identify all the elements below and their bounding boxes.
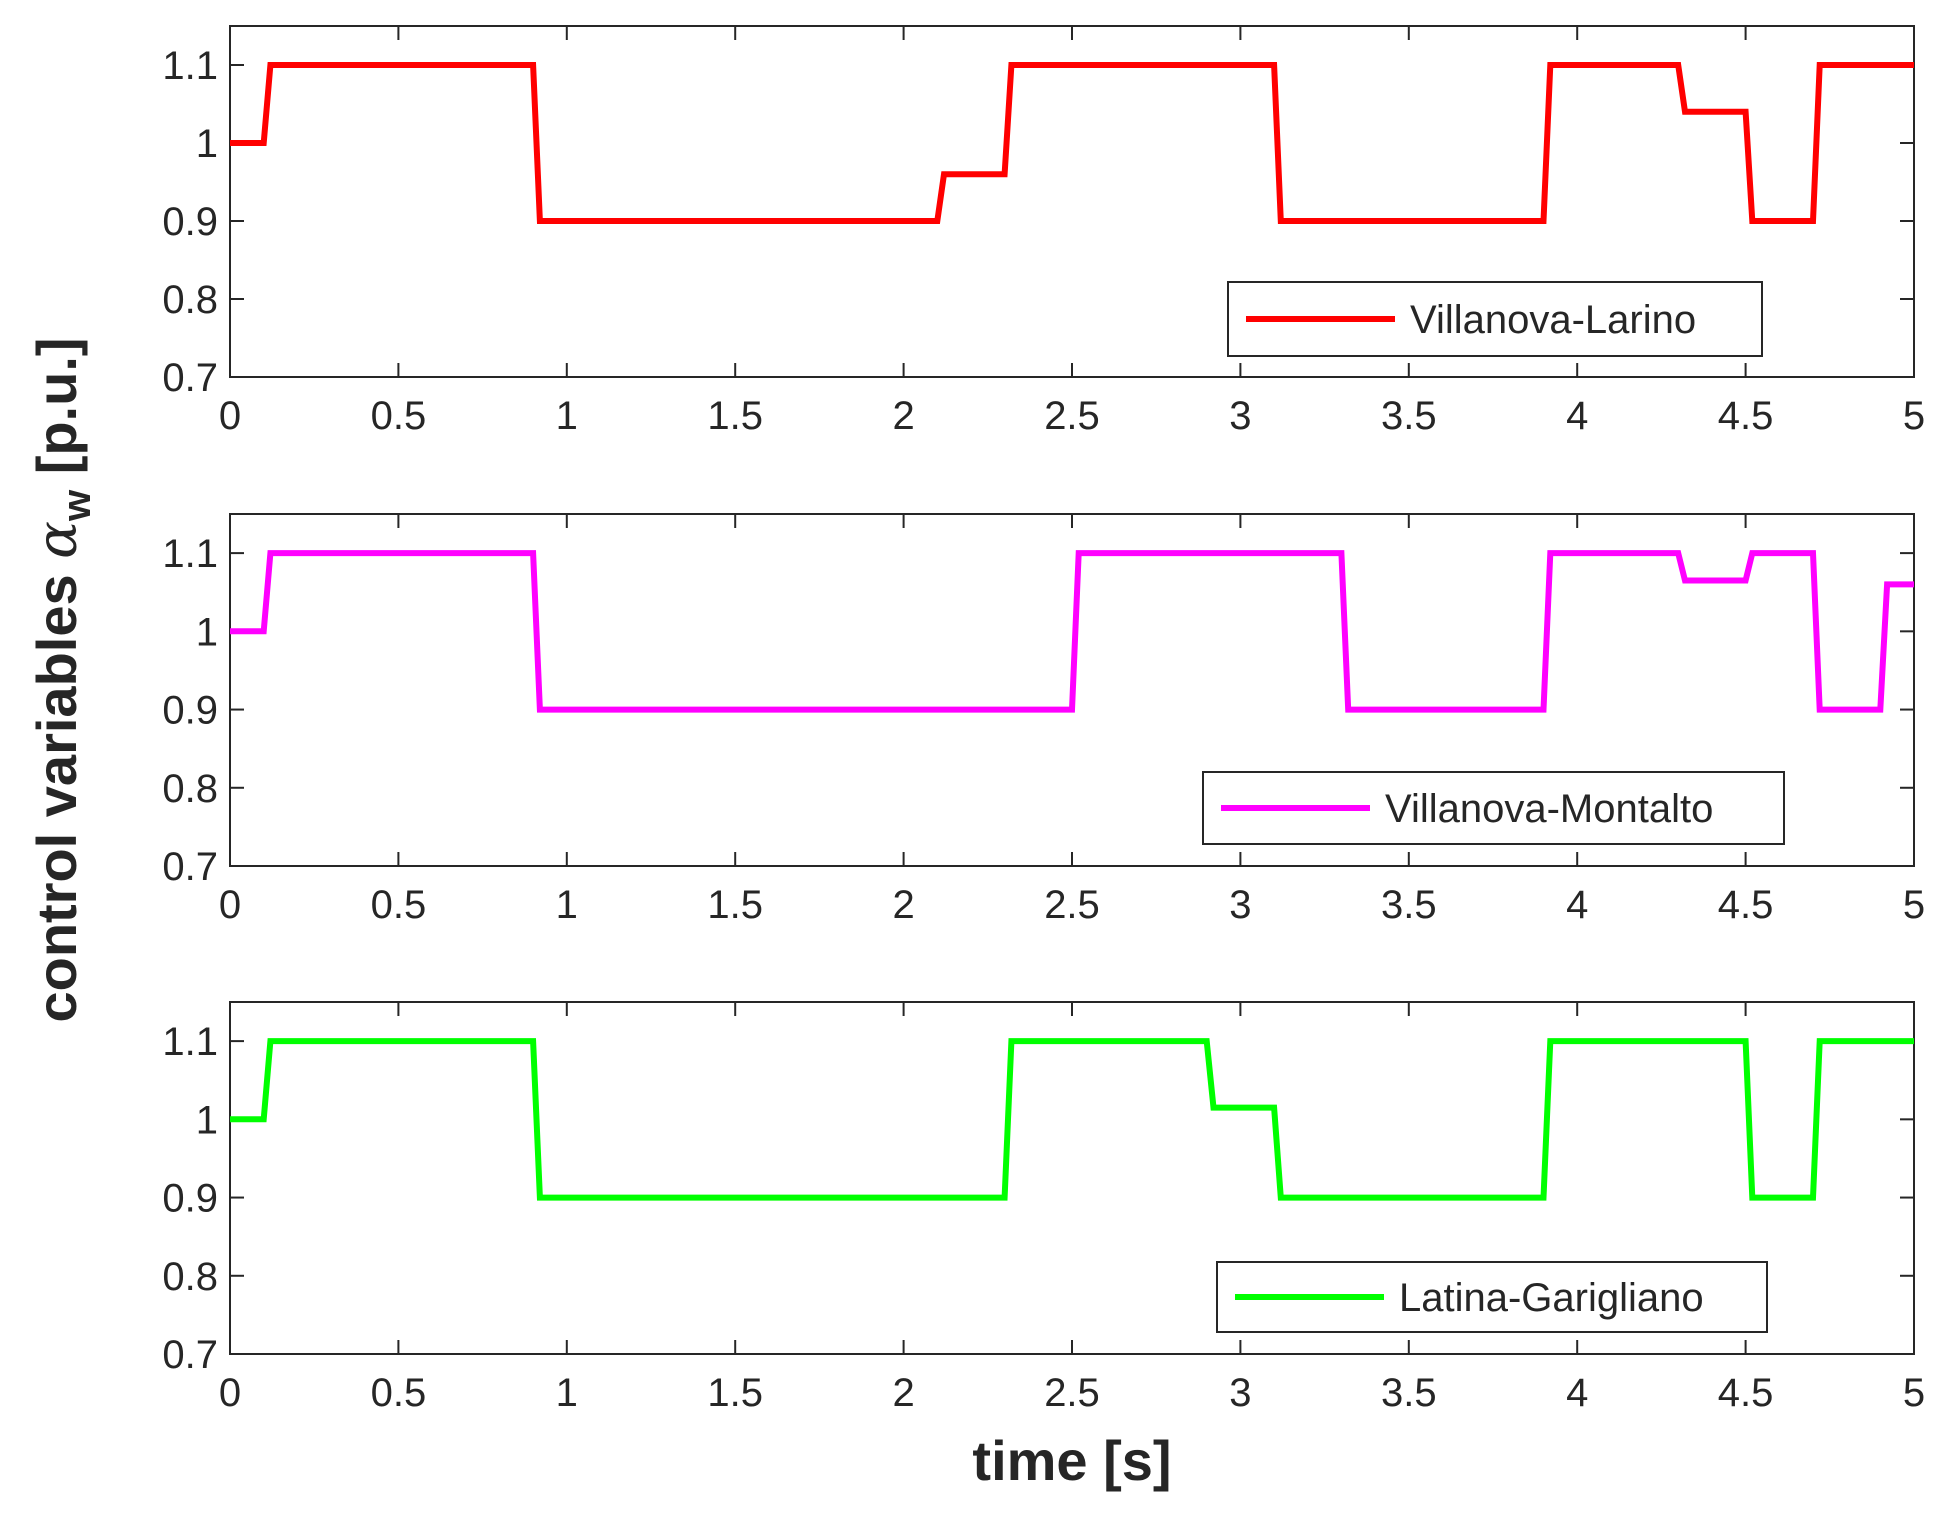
y-tick-label: 1.1 (162, 1020, 218, 1064)
legend: Latina-Garigliano (1216, 1261, 1768, 1333)
y-tick-label: 0.8 (162, 1255, 218, 1299)
x-tick-label: 1.5 (707, 394, 763, 438)
y-tick-label: 1.1 (162, 532, 218, 576)
x-tick-label: 4.5 (1718, 883, 1774, 927)
x-tick-label: 5 (1903, 394, 1925, 438)
x-tick-label: 1 (556, 883, 578, 927)
x-tick-label: 3 (1229, 394, 1251, 438)
y-tick-label: 0.9 (162, 1177, 218, 1221)
subplot-group: 0 0.5 1 1.5 2 2.5 3 3.5 4 4.5 5 0.7 0.8 0.9 1 1.1 Villan… (162, 25, 1925, 1415)
x-tick-label: 3.5 (1381, 883, 1437, 927)
subplot-3: 0 0.5 1 1.5 2 2.5 3 3.5 4 4.5 5 0.7 0.8 0.9 1 1.1 Latina… (162, 1001, 1925, 1415)
x-axis-title: time [s] (972, 1429, 1171, 1492)
x-tick-label: 4 (1566, 883, 1588, 927)
y-tick-label: 0.7 (162, 845, 218, 889)
y-axis-title-symbol: α (25, 521, 90, 559)
y-tick-label: 1.1 (162, 44, 218, 88)
y-tick-label: 1 (196, 122, 218, 166)
x-tick-label: 3.5 (1381, 394, 1437, 438)
y-tick-label: 0.8 (162, 767, 218, 811)
legend: Villanova-Montalto (1202, 771, 1785, 845)
x-tick-label: 0.5 (371, 883, 427, 927)
series-line-3 (230, 1038, 1914, 1201)
x-tick-label: 3 (1229, 1371, 1251, 1415)
series-line-2 (230, 550, 1914, 713)
x-tick-label: 4.5 (1718, 1371, 1774, 1415)
y-tick-label: 0.7 (162, 356, 218, 400)
x-tick-label: 0 (219, 394, 241, 438)
x-tick-label: 4.5 (1718, 394, 1774, 438)
legend-label: Villanova-Larino (1410, 298, 1696, 342)
y-axis-title-unit: [p.u.] (25, 337, 88, 489)
x-tick-label: 0 (219, 1371, 241, 1415)
y-tick-label: 0.9 (162, 200, 218, 244)
y-tick-label: 0.7 (162, 1333, 218, 1377)
x-tick-label: 1 (556, 394, 578, 438)
x-tick-label: 1.5 (707, 883, 763, 927)
subplot-1: 0 0.5 1 1.5 2 2.5 3 3.5 4 4.5 5 0.7 0.8 0.9 1 1.1 Villan… (162, 25, 1925, 438)
y-axis-title: control variables αw [p.u.] (25, 337, 99, 1022)
y-axis-title-subscript: w (55, 489, 99, 522)
y-tick-label: 1 (196, 1098, 218, 1142)
x-tick-label: 2.5 (1044, 394, 1100, 438)
legend-box (1202, 771, 1785, 845)
y-tick-label: 0.9 (162, 689, 218, 733)
legend-label: Latina-Garigliano (1399, 1276, 1704, 1320)
x-tick-label: 3.5 (1381, 1371, 1437, 1415)
x-tick-label: 2 (892, 1371, 914, 1415)
legend-label: Villanova-Montalto (1385, 787, 1713, 831)
legend: Villanova-Larino (1227, 281, 1763, 357)
x-tick-label: 2 (892, 883, 914, 927)
x-tick-label: 4 (1566, 394, 1588, 438)
y-axis-title-main: control variables (25, 559, 88, 1023)
x-tick-label: 3 (1229, 883, 1251, 927)
y-tick-label: 1 (196, 610, 218, 654)
y-tick-label: 0.8 (162, 278, 218, 322)
x-tick-label: 5 (1903, 1371, 1925, 1415)
x-tick-label: 2.5 (1044, 883, 1100, 927)
x-tick-label: 1 (556, 1371, 578, 1415)
x-tick-label: 1.5 (707, 1371, 763, 1415)
x-tick-label: 0 (219, 883, 241, 927)
x-tick-label: 0.5 (371, 394, 427, 438)
subplot-2: 0 0.5 1 1.5 2 2.5 3 3.5 4 4.5 5 0.7 0.8 0.9 1 1.1 Villan… (162, 513, 1925, 927)
x-tick-label: 5 (1903, 883, 1925, 927)
x-tick-label: 0.5 (371, 1371, 427, 1415)
x-tick-label: 4 (1566, 1371, 1588, 1415)
series-line-1 (230, 62, 1914, 224)
x-tick-label: 2.5 (1044, 1371, 1100, 1415)
x-tick-label: 2 (892, 394, 914, 438)
